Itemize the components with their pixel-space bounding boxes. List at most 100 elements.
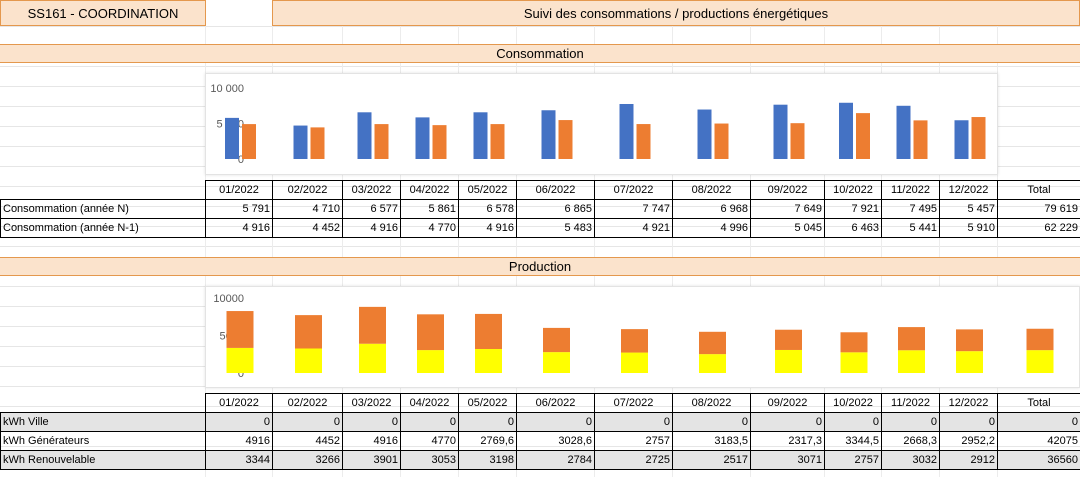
month-header[interactable]: 02/2022 [272, 393, 343, 413]
value-cell[interactable]: 3266 [272, 450, 343, 470]
row-label[interactable]: kWh Renouvelable [0, 450, 206, 470]
row-label[interactable]: kWh Ville [0, 412, 206, 432]
value-cell[interactable]: 5 791 [205, 199, 273, 219]
value-cell[interactable]: 2784 [516, 450, 595, 470]
month-header[interactable]: 08/2022 [672, 393, 751, 413]
value-cell[interactable]: 0 [272, 412, 343, 432]
value-cell[interactable]: 5 861 [400, 199, 459, 219]
value-cell[interactable]: 0 [342, 412, 401, 432]
month-header[interactable]: 03/2022 [342, 393, 401, 413]
total-header[interactable]: Total [997, 180, 1080, 200]
value-cell[interactable]: 7 747 [594, 199, 673, 219]
value-cell[interactable]: 4 921 [594, 218, 673, 238]
value-cell[interactable]: 4 710 [272, 199, 343, 219]
value-cell[interactable]: 6 463 [824, 218, 882, 238]
month-header[interactable]: 06/2022 [516, 393, 595, 413]
value-cell[interactable]: 4 916 [458, 218, 517, 238]
month-header[interactable]: 10/2022 [824, 180, 882, 200]
value-cell[interactable]: 3053 [400, 450, 459, 470]
month-header[interactable]: 09/2022 [750, 180, 825, 200]
total-cell[interactable]: 36560 [997, 450, 1080, 470]
total-cell[interactable]: 79 619 [997, 199, 1080, 219]
month-header[interactable]: 05/2022 [458, 393, 517, 413]
month-header[interactable]: 01/2022 [205, 180, 273, 200]
value-cell[interactable]: 5 483 [516, 218, 595, 238]
value-cell[interactable]: 4 770 [400, 218, 459, 238]
value-cell[interactable]: 7 495 [881, 199, 940, 219]
value-cell[interactable]: 0 [939, 412, 998, 432]
month-header[interactable]: 08/2022 [672, 180, 751, 200]
value-cell[interactable]: 3344,5 [824, 431, 882, 451]
value-cell[interactable]: 0 [400, 412, 459, 432]
value-cell[interactable]: 0 [458, 412, 517, 432]
month-header[interactable]: 07/2022 [594, 180, 673, 200]
value-cell[interactable]: 4770 [400, 431, 459, 451]
month-header[interactable]: 11/2022 [881, 180, 940, 200]
value-cell[interactable]: 6 578 [458, 199, 517, 219]
value-cell[interactable]: 3344 [205, 450, 273, 470]
value-cell[interactable]: 0 [205, 412, 273, 432]
month-header[interactable]: 11/2022 [881, 393, 940, 413]
value-cell[interactable]: 2725 [594, 450, 673, 470]
value-cell[interactable]: 5 441 [881, 218, 940, 238]
value-cell[interactable]: 4452 [272, 431, 343, 451]
value-cell[interactable]: 4 916 [342, 218, 401, 238]
month-header[interactable]: 04/2022 [400, 180, 459, 200]
value-cell[interactable]: 4916 [342, 431, 401, 451]
main-title-cell[interactable]: Suivi des consommations / productions én… [272, 0, 1080, 26]
total-cell[interactable]: 62 229 [997, 218, 1080, 238]
value-cell[interactable]: 0 [672, 412, 751, 432]
value-cell[interactable]: 7 921 [824, 199, 882, 219]
row-label[interactable]: Consommation (année N) [0, 199, 206, 219]
month-header[interactable]: 10/2022 [824, 393, 882, 413]
row-label[interactable]: kWh Générateurs [0, 431, 206, 451]
month-header[interactable]: 05/2022 [458, 180, 517, 200]
value-cell[interactable]: 4 916 [205, 218, 273, 238]
value-cell[interactable]: 0 [881, 412, 940, 432]
value-cell[interactable]: 2668,3 [881, 431, 940, 451]
value-cell[interactable]: 4 996 [672, 218, 751, 238]
month-header[interactable]: 06/2022 [516, 180, 595, 200]
value-cell[interactable]: 4916 [205, 431, 273, 451]
value-cell[interactable]: 3071 [750, 450, 825, 470]
value-cell[interactable]: 0 [750, 412, 825, 432]
value-cell[interactable]: 0 [824, 412, 882, 432]
value-cell[interactable]: 2517 [672, 450, 751, 470]
value-cell[interactable]: 3901 [342, 450, 401, 470]
value-cell[interactable]: 3028,6 [516, 431, 595, 451]
total-header[interactable]: Total [997, 393, 1080, 413]
total-cell[interactable]: 42075 [997, 431, 1080, 451]
value-cell[interactable]: 2317,3 [750, 431, 825, 451]
value-cell[interactable]: 2912 [939, 450, 998, 470]
value-cell[interactable]: 5 457 [939, 199, 998, 219]
value-cell[interactable]: 2952,2 [939, 431, 998, 451]
month-header[interactable]: 12/2022 [939, 180, 998, 200]
value-cell[interactable]: 3032 [881, 450, 940, 470]
value-cell[interactable]: 3198 [458, 450, 517, 470]
value-cell[interactable]: 2757 [824, 450, 882, 470]
value-cell[interactable]: 7 649 [750, 199, 825, 219]
month-header[interactable]: 03/2022 [342, 180, 401, 200]
month-header[interactable]: 01/2022 [205, 393, 273, 413]
month-header[interactable]: 09/2022 [750, 393, 825, 413]
value-cell[interactable]: 6 865 [516, 199, 595, 219]
value-cell[interactable]: 4 452 [272, 218, 343, 238]
month-header[interactable]: 12/2022 [939, 393, 998, 413]
value-cell[interactable]: 2757 [594, 431, 673, 451]
value-cell[interactable]: 5 910 [939, 218, 998, 238]
value-cell[interactable]: 6 968 [672, 199, 751, 219]
value-cell[interactable]: 0 [516, 412, 595, 432]
month-header[interactable]: 02/2022 [272, 180, 343, 200]
production-section-header[interactable]: Production [0, 257, 1080, 276]
value-cell[interactable]: 2769,6 [458, 431, 517, 451]
code-title-cell[interactable]: SS161 - COORDINATION [0, 0, 206, 26]
production-chart[interactable]: 0500010000 [205, 286, 1080, 388]
value-cell[interactable]: 5 045 [750, 218, 825, 238]
total-cell[interactable]: 0 [997, 412, 1080, 432]
value-cell[interactable]: 6 577 [342, 199, 401, 219]
month-header[interactable]: 04/2022 [400, 393, 459, 413]
consommation-section-header[interactable]: Consommation [0, 44, 1080, 63]
consommation-chart[interactable]: 05 00010 000 [205, 73, 998, 175]
value-cell[interactable]: 0 [594, 412, 673, 432]
month-header[interactable]: 07/2022 [594, 393, 673, 413]
